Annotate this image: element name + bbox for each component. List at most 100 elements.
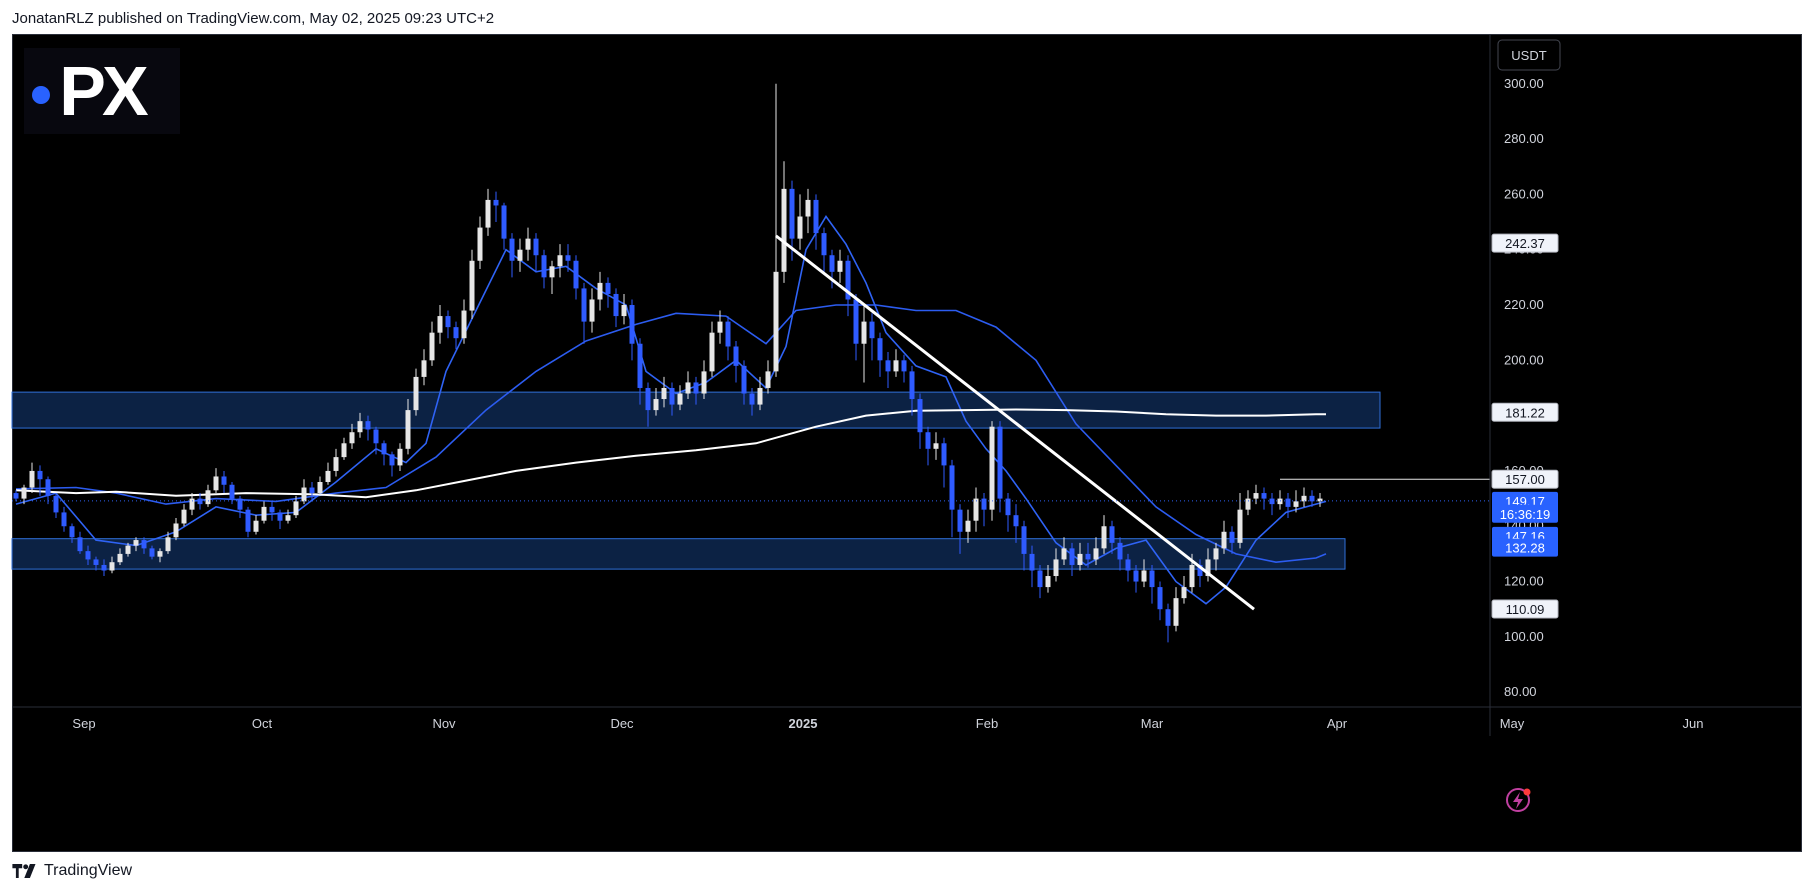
candle bbox=[1301, 487, 1307, 507]
lightning-icon bbox=[1506, 788, 1531, 812]
candle-body bbox=[1037, 570, 1043, 588]
candle-body bbox=[429, 332, 435, 361]
candle bbox=[125, 542, 131, 557]
candle-body bbox=[397, 448, 403, 466]
candle-body bbox=[309, 487, 315, 494]
candle bbox=[1005, 493, 1011, 532]
candle bbox=[917, 393, 923, 449]
candle bbox=[893, 349, 899, 377]
candle-body bbox=[877, 338, 883, 361]
candle-body bbox=[965, 520, 971, 532]
candle bbox=[1221, 520, 1227, 554]
chart-panel[interactable] bbox=[12, 34, 1802, 852]
candle bbox=[1261, 487, 1267, 510]
logo-dot-icon bbox=[32, 86, 50, 104]
candle bbox=[245, 506, 251, 538]
candle-body bbox=[53, 495, 59, 513]
candle bbox=[477, 216, 483, 270]
candle bbox=[349, 423, 355, 449]
candle-body bbox=[1117, 542, 1123, 560]
candle-body bbox=[717, 321, 723, 333]
candle-body bbox=[941, 443, 947, 466]
candle bbox=[493, 191, 499, 223]
price-tick-label: 120.00 bbox=[1504, 574, 1544, 589]
candle bbox=[61, 506, 67, 532]
candle-body bbox=[1005, 498, 1011, 516]
candle-body bbox=[645, 387, 651, 411]
candle bbox=[1245, 490, 1251, 516]
price-label: 181.22 bbox=[1491, 402, 1559, 422]
candle bbox=[845, 255, 851, 317]
candle bbox=[149, 545, 155, 560]
trendline bbox=[775, 234, 1255, 611]
candle bbox=[1141, 559, 1147, 588]
time-tick-label: Oct bbox=[252, 716, 273, 731]
candle bbox=[605, 277, 611, 308]
candle bbox=[1021, 520, 1027, 571]
candle-body bbox=[349, 432, 355, 444]
candle-body bbox=[1253, 493, 1259, 499]
candle bbox=[1157, 581, 1163, 621]
candle bbox=[989, 421, 995, 521]
candle bbox=[261, 501, 267, 524]
candle-body bbox=[549, 266, 555, 278]
candle bbox=[621, 293, 627, 325]
candle-body bbox=[845, 260, 851, 300]
candle-body bbox=[221, 476, 227, 485]
candle bbox=[1237, 493, 1243, 549]
candle-body bbox=[1165, 609, 1171, 626]
candle-body bbox=[989, 426, 995, 510]
candle-body bbox=[893, 360, 899, 372]
candle-body bbox=[261, 506, 267, 521]
candle-body bbox=[901, 360, 907, 372]
candle bbox=[973, 487, 979, 532]
candle-body bbox=[341, 443, 347, 458]
candle bbox=[757, 376, 763, 411]
candle-body bbox=[1317, 498, 1323, 502]
moving-averages-layer bbox=[15, 215, 1327, 605]
candle bbox=[1309, 490, 1315, 507]
candle-body bbox=[277, 512, 283, 521]
candle bbox=[1317, 493, 1323, 507]
candle-body bbox=[1173, 598, 1179, 626]
candle-body bbox=[573, 260, 579, 289]
candle-body bbox=[93, 559, 99, 565]
candle bbox=[413, 368, 419, 416]
candle bbox=[949, 459, 955, 538]
candle-body bbox=[533, 238, 539, 256]
candle bbox=[781, 161, 787, 283]
candle bbox=[1069, 542, 1075, 577]
candle bbox=[581, 282, 587, 344]
candle bbox=[1125, 553, 1131, 582]
candle bbox=[629, 299, 635, 361]
candle bbox=[317, 476, 323, 496]
candle-body bbox=[765, 371, 771, 388]
candle-body bbox=[453, 327, 459, 339]
candle bbox=[253, 515, 259, 535]
candle-body bbox=[749, 393, 755, 405]
candle-body bbox=[1085, 553, 1091, 560]
candle-body bbox=[757, 387, 763, 405]
price-label: 157.00 bbox=[1491, 469, 1559, 489]
candle bbox=[341, 437, 347, 460]
candle bbox=[1077, 542, 1083, 571]
candle bbox=[645, 382, 651, 427]
price-label-text: 110.09 bbox=[1506, 602, 1545, 617]
candle bbox=[269, 501, 275, 521]
candle-body bbox=[909, 371, 915, 400]
candle-body bbox=[1077, 553, 1083, 565]
candle bbox=[53, 493, 59, 518]
candle-body bbox=[1205, 559, 1211, 577]
candle bbox=[1061, 537, 1067, 565]
candle bbox=[93, 556, 99, 571]
candle bbox=[677, 385, 683, 411]
candle-body bbox=[813, 199, 819, 234]
candle-body bbox=[597, 282, 603, 300]
time-tick-label: Nov bbox=[432, 716, 456, 731]
time-tick-label: Sep bbox=[72, 716, 95, 731]
time-tick-label: May bbox=[1500, 716, 1525, 731]
candle-body bbox=[117, 553, 123, 563]
candle-body bbox=[469, 260, 475, 311]
candle bbox=[909, 365, 915, 416]
